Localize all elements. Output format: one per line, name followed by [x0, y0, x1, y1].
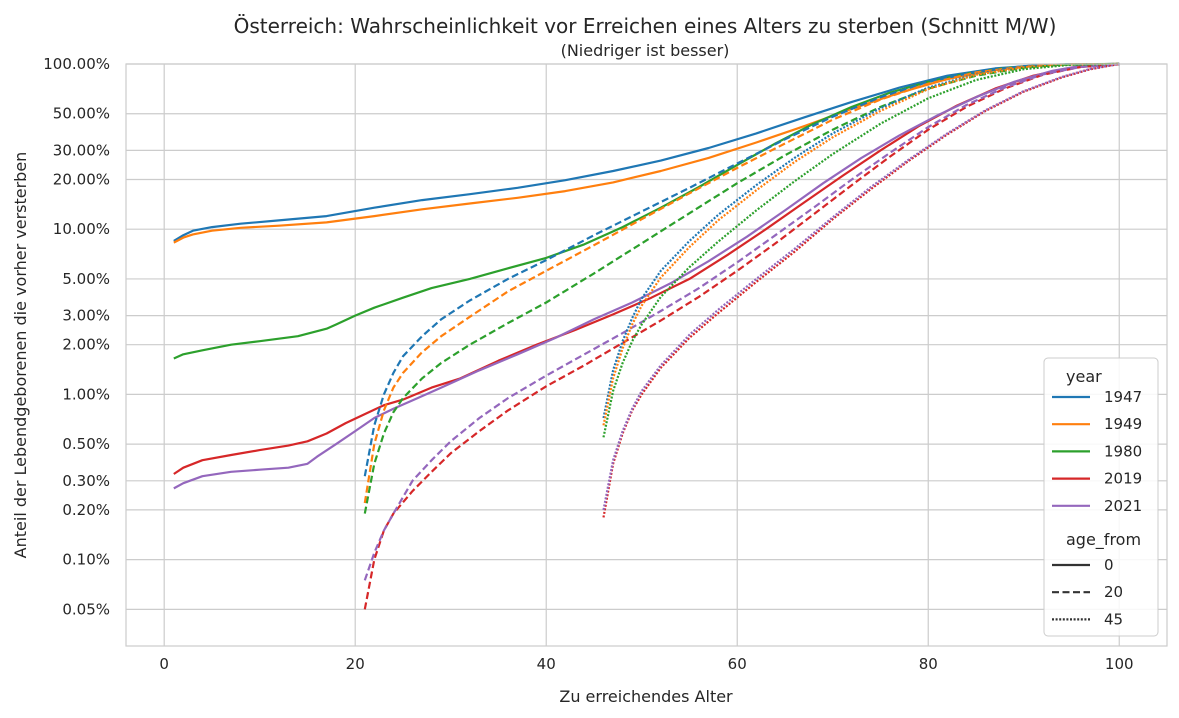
x-axis-label: Zu erreichendes Alter — [559, 687, 733, 706]
y-tick-label: 1.00% — [62, 385, 110, 403]
series-line-2021-age-45 — [602, 62, 1120, 511]
series-line-2021-age-20 — [363, 62, 1120, 581]
legend: year 1947 1949 1980 2019 2021 age_from 0 20 45 — [1043, 357, 1159, 637]
legend-label-1980: 1980 — [1104, 442, 1142, 460]
y-tick-label: 5.00% — [62, 270, 110, 288]
series-line-2019-age-45 — [602, 62, 1120, 518]
series-line-2019-age-0 — [173, 62, 1120, 475]
legend-box — [1043, 357, 1159, 637]
x-tick-label: 20 — [346, 655, 365, 673]
legend-label-2021: 2021 — [1104, 497, 1142, 515]
chart-subtitle: (Niedriger ist besser) — [561, 41, 730, 60]
series-line-1980-age-20 — [363, 62, 1120, 514]
x-tick-label: 60 — [728, 655, 747, 673]
y-tick-label: 0.10% — [62, 551, 110, 569]
series-line-1949-age-45 — [602, 62, 1120, 426]
legend-age-title: age_from — [1066, 530, 1141, 550]
y-tick-label: 100.00% — [43, 55, 110, 73]
y-tick-label: 0.30% — [62, 472, 110, 490]
legend-label-age-20: 20 — [1104, 583, 1123, 601]
series-line-1980-age-45 — [602, 62, 1120, 438]
x-tick-label: 80 — [919, 655, 938, 673]
x-tick-label: 40 — [537, 655, 556, 673]
y-tick-label: 10.00% — [53, 220, 110, 238]
grid-lines — [126, 63, 1167, 646]
x-tick-label: 100 — [1105, 655, 1134, 673]
x-tick-label: 0 — [159, 655, 169, 673]
legend-label-age-45: 45 — [1104, 610, 1123, 628]
series-line-1949-age-20 — [363, 62, 1120, 504]
y-tick-label: 3.00% — [62, 307, 110, 325]
y-tick-label: 0.50% — [62, 435, 110, 453]
y-axis-label: Anteil der Lebendgeborenen die vorher ve… — [11, 152, 30, 559]
y-tick-label: 20.00% — [53, 170, 110, 188]
series-line-1947-age-0 — [173, 62, 1120, 242]
y-tick-label: 30.00% — [53, 141, 110, 159]
legend-year-title: year — [1066, 367, 1102, 386]
legend-years: 1947 1949 1980 2019 2021 — [1052, 388, 1142, 515]
legend-label-age-0: 0 — [1104, 556, 1114, 574]
y-tick-label: 50.00% — [53, 105, 110, 123]
plot-frame — [125, 63, 1168, 647]
axis-ticks: 0 20 40 60 80 100 0.05% 0.10% 0.20% 0.30% 0.50% 1.0… — [43, 55, 1133, 673]
legend-ages: 0 20 45 — [1052, 556, 1123, 628]
series-line-1980-age-0 — [173, 62, 1120, 360]
legend-label-1947: 1947 — [1104, 388, 1142, 406]
y-tick-label: 0.05% — [62, 600, 110, 618]
series-line-2019-age-20 — [363, 62, 1120, 610]
legend-label-1949: 1949 — [1104, 415, 1142, 433]
series-line-1947-age-20 — [363, 62, 1120, 477]
series-line-2021-age-0 — [173, 62, 1120, 490]
chart-title: Österreich: Wahrscheinlichkeit vor Errei… — [234, 14, 1057, 38]
series-lines — [173, 62, 1120, 610]
legend-label-2019: 2019 — [1104, 470, 1142, 488]
y-tick-label: 0.20% — [62, 501, 110, 519]
y-tick-label: 2.00% — [62, 336, 110, 354]
